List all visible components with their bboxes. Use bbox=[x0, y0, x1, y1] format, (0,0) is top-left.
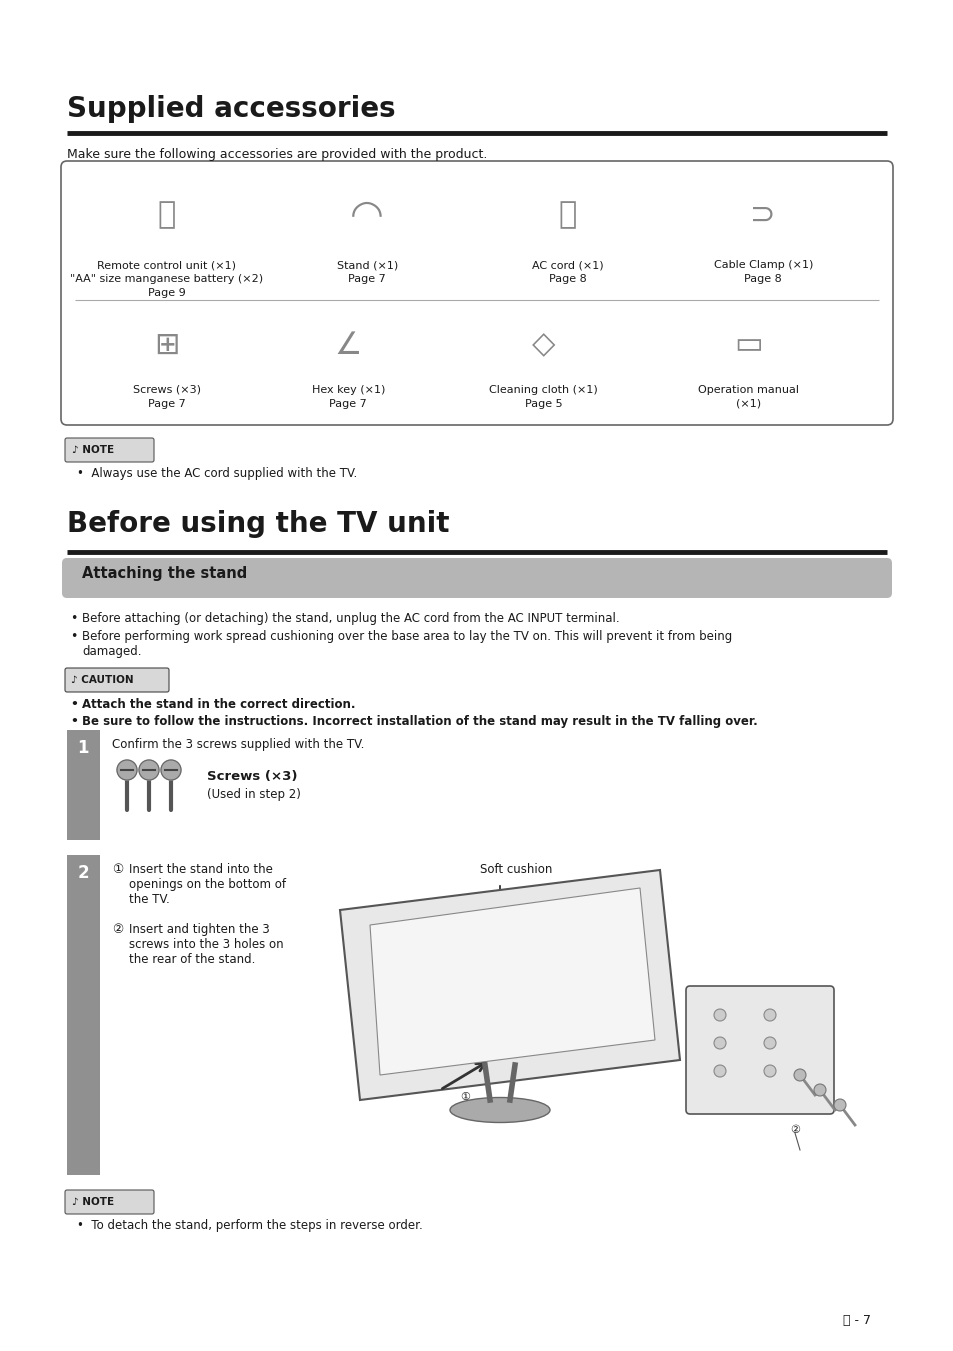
Text: ⊃: ⊃ bbox=[750, 200, 775, 230]
FancyBboxPatch shape bbox=[62, 558, 891, 598]
Text: ②: ② bbox=[112, 923, 123, 936]
Text: •: • bbox=[70, 715, 78, 728]
Text: ♪ NOTE: ♪ NOTE bbox=[71, 444, 114, 455]
Polygon shape bbox=[370, 888, 655, 1075]
Text: Insert and tighten the 3
screws into the 3 holes on
the rear of the stand.: Insert and tighten the 3 screws into the… bbox=[129, 923, 283, 966]
Text: •  To detach the stand, perform the steps in reverse order.: • To detach the stand, perform the steps… bbox=[77, 1219, 422, 1232]
Text: Cleaning cloth (×1)
Page 5: Cleaning cloth (×1) Page 5 bbox=[489, 385, 598, 409]
Text: ①: ① bbox=[459, 1092, 470, 1102]
Text: 〜: 〜 bbox=[558, 200, 577, 230]
Text: ⊞: ⊞ bbox=[154, 331, 179, 359]
Text: Attach the stand in the correct direction.: Attach the stand in the correct directio… bbox=[82, 698, 355, 711]
Text: Screws (×3)
Page 7: Screws (×3) Page 7 bbox=[132, 385, 201, 409]
Text: ①: ① bbox=[112, 863, 123, 875]
FancyBboxPatch shape bbox=[65, 1190, 153, 1215]
Circle shape bbox=[161, 761, 181, 780]
Circle shape bbox=[139, 761, 159, 780]
Circle shape bbox=[713, 1009, 725, 1021]
Bar bbox=[67, 855, 100, 1175]
Text: ♪ CAUTION: ♪ CAUTION bbox=[71, 676, 133, 685]
Text: 〓: 〓 bbox=[157, 200, 176, 230]
Text: Soft cushion: Soft cushion bbox=[479, 863, 552, 875]
Text: •  Always use the AC cord supplied with the TV.: • Always use the AC cord supplied with t… bbox=[77, 467, 356, 480]
Text: ②: ② bbox=[789, 1125, 800, 1135]
Ellipse shape bbox=[450, 1097, 550, 1123]
Text: ♪ NOTE: ♪ NOTE bbox=[71, 1197, 114, 1206]
Text: (Used in step 2): (Used in step 2) bbox=[207, 788, 300, 801]
Text: Hex key (×1)
Page 7: Hex key (×1) Page 7 bbox=[312, 385, 384, 409]
Text: 2: 2 bbox=[77, 865, 89, 882]
Text: Attaching the stand: Attaching the stand bbox=[82, 566, 247, 581]
Text: Before using the TV unit: Before using the TV unit bbox=[67, 509, 449, 538]
Polygon shape bbox=[339, 870, 679, 1100]
Text: Make sure the following accessories are provided with the product.: Make sure the following accessories are … bbox=[67, 149, 487, 161]
Circle shape bbox=[763, 1009, 775, 1021]
Text: Supplied accessories: Supplied accessories bbox=[67, 95, 395, 123]
Text: Before performing work spread cushioning over the base area to lay the TV on. Th: Before performing work spread cushioning… bbox=[82, 630, 732, 658]
FancyBboxPatch shape bbox=[65, 667, 169, 692]
Text: Cable Clamp (×1)
Page 8: Cable Clamp (×1) Page 8 bbox=[713, 259, 812, 284]
Text: AC cord (×1)
Page 8: AC cord (×1) Page 8 bbox=[531, 259, 603, 284]
Text: ◇: ◇ bbox=[532, 331, 555, 359]
Circle shape bbox=[713, 1065, 725, 1077]
Circle shape bbox=[117, 761, 137, 780]
Text: Be sure to follow the instructions. Incorrect installation of the stand may resu: Be sure to follow the instructions. Inco… bbox=[82, 715, 757, 728]
FancyBboxPatch shape bbox=[61, 161, 892, 426]
Text: Screws (×3): Screws (×3) bbox=[207, 770, 297, 784]
Text: Confirm the 3 screws supplied with the TV.: Confirm the 3 screws supplied with the T… bbox=[112, 738, 364, 751]
Text: Operation manual
(×1): Operation manual (×1) bbox=[698, 385, 799, 409]
Text: ◠: ◠ bbox=[350, 196, 384, 234]
FancyBboxPatch shape bbox=[685, 986, 833, 1115]
Circle shape bbox=[793, 1069, 805, 1081]
Text: ⓔ - 7: ⓔ - 7 bbox=[842, 1313, 870, 1327]
FancyBboxPatch shape bbox=[65, 438, 153, 462]
Text: •: • bbox=[70, 630, 77, 643]
Text: •: • bbox=[70, 612, 77, 626]
Circle shape bbox=[763, 1038, 775, 1048]
Text: Before attaching (or detaching) the stand, unplug the AC cord from the AC INPUT : Before attaching (or detaching) the stan… bbox=[82, 612, 619, 626]
Circle shape bbox=[813, 1084, 825, 1096]
Circle shape bbox=[833, 1098, 845, 1111]
Text: ∠: ∠ bbox=[335, 331, 361, 359]
Text: Remote control unit (×1)
"AA" size manganese battery (×2)
Page 9: Remote control unit (×1) "AA" size manga… bbox=[71, 259, 263, 299]
Text: Stand (×1)
Page 7: Stand (×1) Page 7 bbox=[336, 259, 397, 284]
Circle shape bbox=[763, 1065, 775, 1077]
Circle shape bbox=[713, 1038, 725, 1048]
Bar bbox=[67, 730, 100, 840]
Text: ▭: ▭ bbox=[734, 331, 762, 359]
Text: •: • bbox=[70, 698, 78, 711]
Text: Insert the stand into the
openings on the bottom of
the TV.: Insert the stand into the openings on th… bbox=[129, 863, 286, 907]
Text: 1: 1 bbox=[77, 739, 89, 757]
